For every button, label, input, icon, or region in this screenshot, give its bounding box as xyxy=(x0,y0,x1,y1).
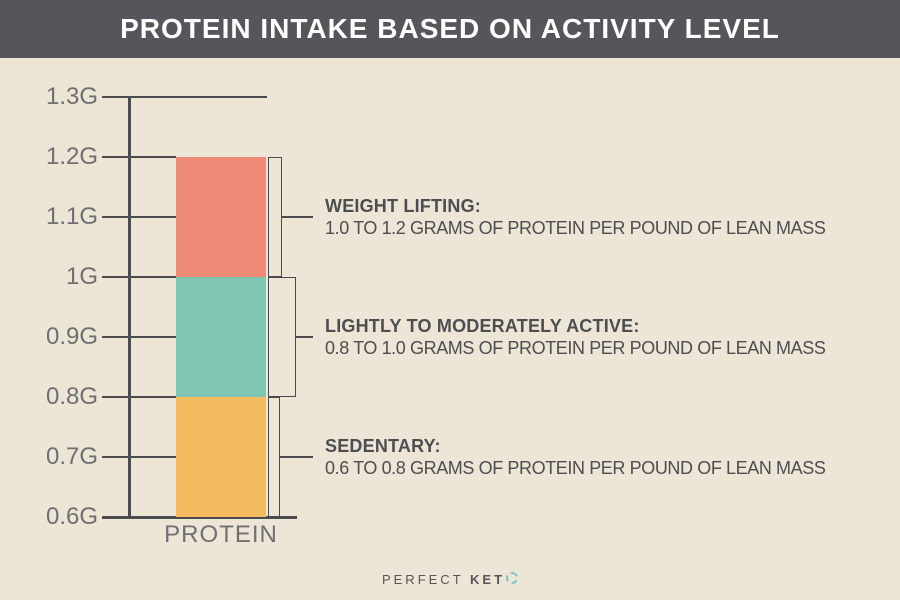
y-tick-label: 0.8G xyxy=(45,383,98,410)
gridline xyxy=(102,216,176,218)
gridline xyxy=(102,96,267,98)
annotation-description: 1.0 TO 1.2 GRAMS OF PROTEIN PER POUND OF… xyxy=(325,218,826,238)
connector-line-lightly-to-moderately-active xyxy=(296,336,313,338)
segment-bracket-sedentary xyxy=(268,397,280,517)
perfect-keto-logo: PERFECT KET xyxy=(381,568,519,592)
header-bar: PROTEIN INTAKE BASED ON ACTIVITY LEVEL xyxy=(0,0,900,58)
y-tick-label: 0.6G xyxy=(45,503,98,530)
gridline xyxy=(102,396,176,398)
segment-bracket-lightly-to-moderately-active xyxy=(268,277,296,397)
gridline xyxy=(102,336,176,338)
logo-text-perfect: PERFECT xyxy=(381,572,464,587)
y-tick-label: 0.9G xyxy=(45,323,98,350)
page-title: PROTEIN INTAKE BASED ON ACTIVITY LEVEL xyxy=(120,13,780,44)
y-tick-label: 1.1G xyxy=(45,203,98,230)
connector-line-weight-lifting xyxy=(282,216,313,218)
bar-segment-sedentary xyxy=(176,397,266,517)
bar-segment-lightly-to-moderately-active xyxy=(176,277,266,397)
connector-line-sedentary xyxy=(280,456,313,458)
y-tick-label: 1.3G xyxy=(45,83,98,110)
footer: PERFECT KET xyxy=(0,568,900,596)
gridline xyxy=(102,276,176,278)
x-axis-label: PROTEIN xyxy=(164,521,278,548)
y-tick-label: 0.7G xyxy=(45,443,98,470)
annotation-heading: SEDENTARY: xyxy=(325,436,441,456)
y-axis-line xyxy=(128,97,131,519)
annotation-weight-lifting: WEIGHT LIFTING: 1.0 TO 1.2 GRAMS OF PROT… xyxy=(325,195,826,239)
annotation-heading: LIGHTLY TO MODERATELY ACTIVE: xyxy=(325,316,640,336)
annotation-sedentary: SEDENTARY: 0.6 TO 0.8 GRAMS OF PROTEIN P… xyxy=(325,435,826,479)
segment-bracket-weight-lifting xyxy=(268,157,282,277)
bar-segment-weight-lifting xyxy=(176,157,266,277)
y-tick-label: 1G xyxy=(65,263,98,290)
annotation-description: 0.8 TO 1.0 GRAMS OF PROTEIN PER POUND OF… xyxy=(325,338,826,358)
x-axis-line xyxy=(102,516,297,519)
annotation-lightly-active: LIGHTLY TO MODERATELY ACTIVE: 0.8 TO 1.0… xyxy=(325,315,826,359)
annotation-description: 0.6 TO 0.8 GRAMS OF PROTEIN PER POUND OF… xyxy=(325,458,826,478)
y-tick-label: 1.2G xyxy=(45,143,98,170)
logo-text-ket: KET xyxy=(470,572,506,587)
gridline xyxy=(102,456,176,458)
keto-o-ring-icon xyxy=(506,572,519,584)
gridline xyxy=(102,156,176,158)
annotation-heading: WEIGHT LIFTING: xyxy=(325,196,481,216)
